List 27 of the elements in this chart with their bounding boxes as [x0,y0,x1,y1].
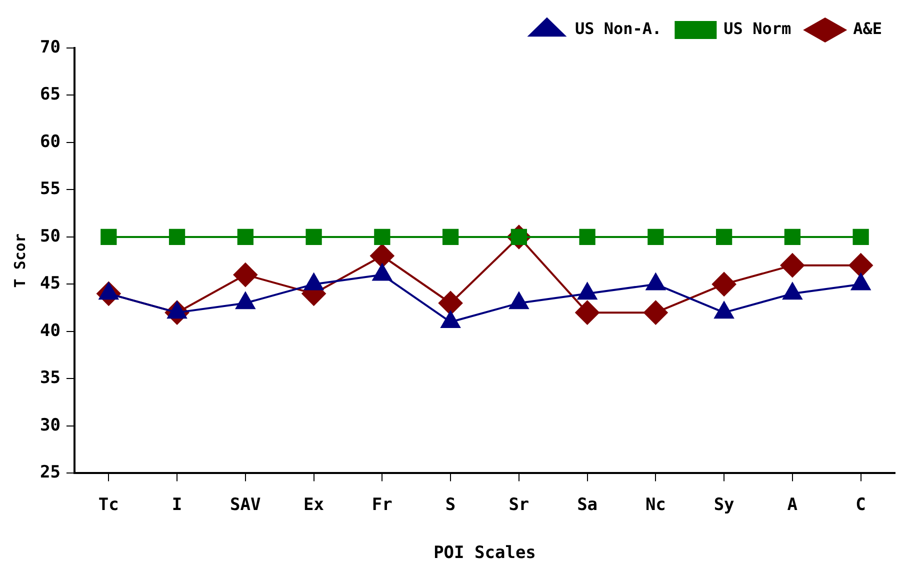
x-tick-label: Tc [98,494,119,515]
x-tick-label: SAV [230,494,261,515]
x-axis-title: POI Scales [434,543,536,564]
legend-label: US Norm [724,19,792,38]
y-tick-label: 65 [40,84,60,105]
x-tick-label: Sa [577,494,598,515]
x-tick-label: Nc [645,494,666,515]
x-tick-label: Ex [304,494,324,515]
y-tick-label: 50 [40,226,60,246]
legend-label: A&E [853,19,882,38]
x-tick-label: Sr [508,494,530,515]
x-tick-label: I [172,494,182,515]
y-tick-label: 70 [40,37,60,58]
legend-label: US Non-A. [574,19,662,38]
y-tick-label: 55 [40,179,60,200]
x-tick-label: Sy [714,494,734,515]
y-tick-label: 45 [40,274,60,294]
y-tick-label: 35 [40,368,60,388]
y-tick-label: 40 [40,320,60,341]
y-axis-title: T Scor [10,234,29,288]
y-tick-label: 30 [40,415,60,436]
x-tick-label: S [445,494,456,515]
x-tick-label: C [856,494,866,515]
x-tick-label: Fr [372,494,392,515]
y-tick-label: 60 [40,132,60,152]
x-tick-label: A [787,494,798,515]
y-tick-label: 25 [40,462,60,483]
